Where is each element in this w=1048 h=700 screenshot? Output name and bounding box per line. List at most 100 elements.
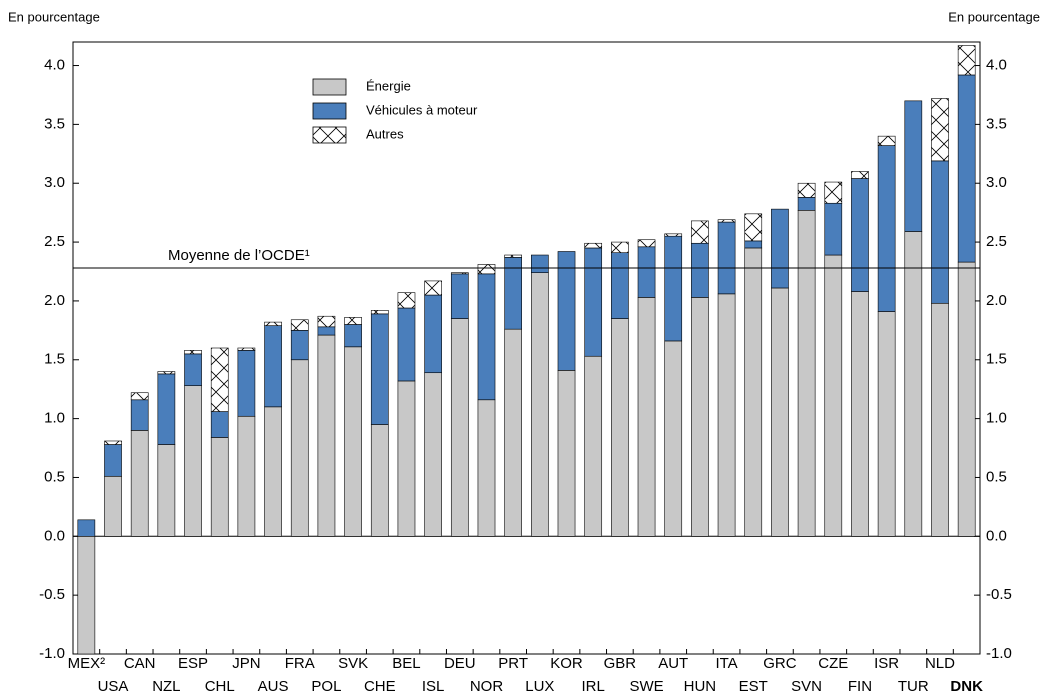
bar-segment (290, 330, 309, 361)
bar-segment (931, 98, 949, 162)
bar-segment (504, 254, 522, 258)
bar-segment (877, 135, 896, 146)
x-tick-label: JPN (232, 655, 260, 672)
legend-swatch (312, 126, 347, 144)
x-tick-label: CHL (205, 678, 235, 695)
bar-segment (931, 160, 949, 304)
bar-segment (717, 293, 736, 537)
x-tick-label: BEL (392, 655, 420, 672)
bar-segment (637, 239, 656, 248)
bar-segment (611, 252, 629, 319)
bar-segment (584, 242, 603, 249)
x-tick-label: POL (311, 678, 341, 695)
bar-segment (557, 370, 576, 537)
bar-segment (317, 334, 336, 537)
bar-segment (397, 380, 416, 537)
bar-segment (691, 297, 709, 537)
reference-label: Moyenne de l’OCDE¹ (168, 247, 310, 264)
bar-segment (877, 311, 896, 537)
legend-label: Énergie (366, 78, 411, 93)
bar-segment (184, 353, 202, 386)
bar-segment (931, 302, 949, 537)
x-tick-label: LUX (525, 678, 554, 695)
y-tick-label: 4.0 (44, 57, 65, 74)
bar-segment (824, 181, 843, 204)
plot-area (72, 41, 981, 655)
y-tick-label: 0.0 (986, 527, 1007, 544)
bar-segment (344, 324, 362, 348)
bar-segment (317, 315, 336, 328)
bar-segment (611, 241, 629, 253)
bar-segment (477, 264, 496, 275)
bar-segment (237, 350, 256, 417)
x-tick-label: SVK (338, 655, 368, 672)
x-tick-label: HUN (684, 678, 717, 695)
bar-segment (184, 350, 202, 355)
x-tick-label: KOR (550, 655, 583, 672)
legend-swatch (312, 78, 347, 96)
bar-segment (584, 355, 603, 537)
x-tick-label: AUS (258, 678, 289, 695)
bar-segment (77, 536, 96, 655)
bar-segment (104, 444, 122, 477)
bar-segment (397, 307, 416, 382)
bar-segment (851, 178, 869, 292)
bar-segment (797, 182, 816, 198)
bar-segment (957, 261, 976, 537)
bar-segment (130, 430, 149, 537)
y-axis-label: En pourcentage (8, 9, 100, 24)
bar-segment (691, 242, 709, 298)
x-tick-label: SVN (791, 678, 822, 695)
x-tick-label: EST (739, 678, 768, 695)
bar-segment (344, 317, 362, 325)
bar-segment (424, 372, 442, 537)
bar-segment (104, 440, 122, 445)
legend-label: Autres (366, 126, 404, 141)
bar-segment (877, 145, 896, 312)
bar-segment (130, 399, 149, 431)
bar-segment (957, 74, 976, 263)
x-tick-label: FIN (848, 678, 872, 695)
bar-segment (611, 318, 629, 537)
bar-segment (370, 424, 389, 537)
bar-segment (904, 100, 923, 232)
x-tick-label: PRT (498, 655, 528, 672)
bar-segment (290, 319, 309, 331)
x-tick-label: USA (98, 678, 129, 695)
y-tick-label: 1.5 (986, 351, 1007, 368)
bar-segment (771, 287, 789, 537)
bar-segment (157, 371, 176, 375)
bar-segment (264, 406, 282, 537)
x-tick-label: CAN (124, 655, 156, 672)
bar-segment (450, 272, 469, 275)
bar-segment (477, 399, 496, 537)
x-tick-label: CZE (818, 655, 848, 672)
bar-segment (210, 411, 229, 438)
y-tick-label: 3.0 (44, 174, 65, 191)
bar-segment (397, 292, 416, 309)
x-tick-label: TUR (898, 678, 929, 695)
y-tick-label: 2.0 (986, 292, 1007, 309)
bar-segment (557, 251, 576, 371)
y-tick-label: 3.5 (44, 115, 65, 132)
y-tick-label: 2.5 (44, 233, 65, 250)
x-tick-label: GBR (604, 655, 637, 672)
bar-segment (370, 313, 389, 425)
bar-segment (477, 273, 496, 401)
bar-segment (717, 219, 736, 223)
bar-segment (851, 291, 869, 537)
x-tick-label: IRL (582, 678, 605, 695)
bar-segment (691, 220, 709, 244)
bar-segment (264, 325, 282, 408)
x-tick-label: MEX² (68, 655, 106, 672)
x-tick-label: SWE (629, 678, 663, 695)
bar-segment (744, 247, 763, 537)
bar-segment (851, 171, 869, 179)
x-tick-label: ISL (422, 678, 445, 695)
bar-segment (717, 221, 736, 295)
bar-segment (504, 328, 522, 537)
bar-segment (957, 45, 976, 76)
bar-segment (317, 326, 336, 336)
bar-segment (77, 519, 96, 537)
bar-segment (450, 318, 469, 537)
